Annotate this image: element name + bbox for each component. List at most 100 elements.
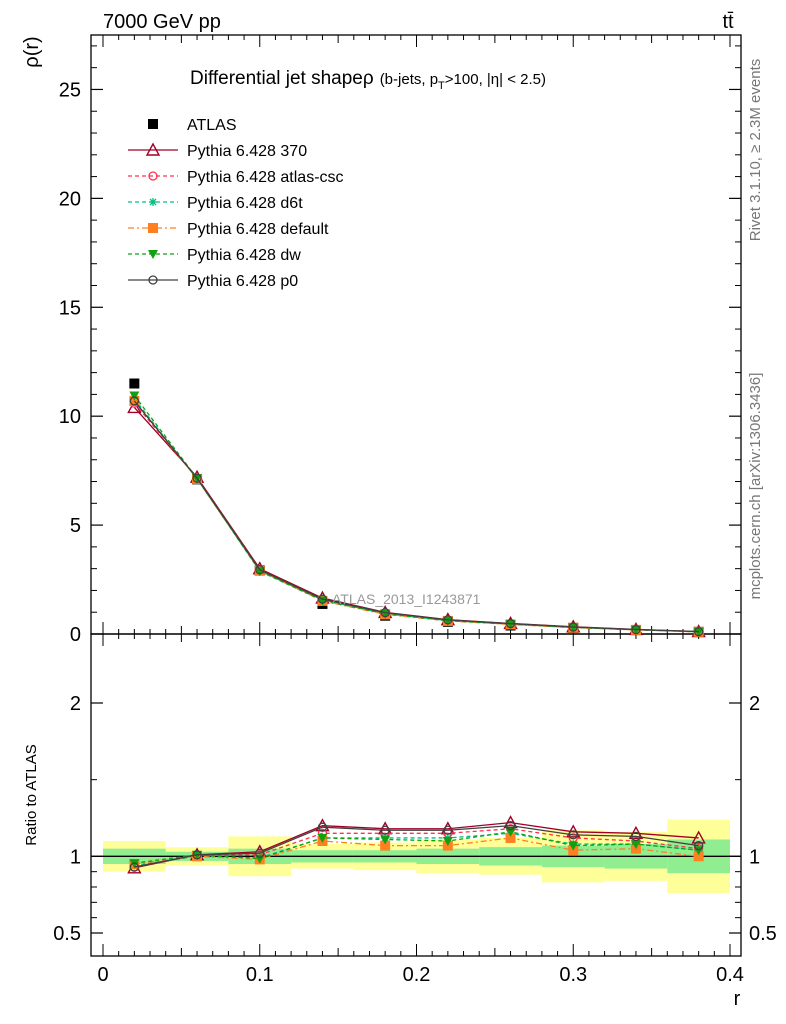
ratio-point-pythia-6-428-370	[691, 830, 706, 844]
chart-subtitle-prefix: (b-jets, p	[380, 71, 438, 88]
legend-marker-pythia-6-428-d6t	[149, 198, 157, 206]
ratio-point-pythia-6-428-p0	[317, 822, 328, 832]
ratio-point-pythia-6-428-dw	[505, 827, 516, 837]
ratio-point-pythia-6-428-p0	[380, 825, 390, 835]
main-point-pythia-6-428-p0	[443, 615, 453, 625]
ratio-line-pythia-6-428-p0	[134, 825, 699, 868]
ratio-line-pythia-6-428-default	[134, 837, 699, 865]
main-point-pythia-6-428-p0	[505, 619, 516, 629]
main-point-pythia-6-428-p0	[255, 565, 265, 575]
x-tick-label: 0.1	[246, 964, 274, 986]
ratio-point-pythia-6-428-dw	[630, 840, 641, 850]
process-label: tt̄	[722, 11, 734, 33]
legend-marker-pythia-6-428-default	[148, 223, 158, 233]
chart-title-text: Differential jet shape	[190, 68, 363, 89]
rivet-version-label: Rivet 3.1.10, ≥ 2.3M events	[747, 59, 764, 242]
x-axis-label: r	[734, 988, 741, 1010]
legend-marker-atlas	[148, 119, 158, 129]
x-tick-label: 0.4	[716, 964, 744, 986]
main-point-pythia-6-428-p0	[631, 624, 641, 635]
legend: ATLAS Pythia 6.428 370 Pythia 6.428 atlas-…	[128, 117, 344, 290]
legend-label-pythia-6-428-d6t: Pythia 6.428 d6t	[187, 195, 303, 212]
ratio-series-pythia-6-428-p0	[129, 821, 704, 872]
y-tick-label-ratio: 1	[70, 846, 81, 868]
y-tick-label-main: 25	[59, 79, 81, 101]
y-axis-label-ratio: Ratio to ATLAS	[23, 744, 40, 845]
main-series-pythia-6-428-p0	[129, 396, 704, 637]
y-tick-label-ratio: 2	[70, 693, 81, 715]
ratio-point-pythia-6-428-dw	[129, 859, 140, 869]
y-tick-label-ratio-right: 1	[749, 846, 760, 868]
mcplots-source-label: mcplots.cern.ch [arXiv:1306.3436]	[747, 373, 764, 600]
ratio-point-pythia-6-428-p0	[255, 848, 265, 858]
main-point-pythia-6-428-dw	[254, 567, 265, 577]
data-series	[127, 378, 706, 874]
ratio-point-pythia-6-428-p0	[129, 862, 140, 872]
ratio-point-pythia-6-428-dw	[380, 835, 391, 845]
ratio-point-pythia-6-428-370	[566, 824, 581, 838]
y-axis-label-main: ρ(r)	[21, 36, 43, 67]
y-tick-label-main: 0	[70, 624, 81, 646]
ratio-point-pythia-6-428-default	[505, 832, 516, 843]
legend-marker-pythia-6-428-dw	[148, 250, 158, 259]
chart-title-symbol: ρ	[363, 68, 374, 89]
y-tick-label-main: 15	[59, 297, 81, 319]
x-tick-label: 0.3	[559, 964, 587, 986]
main-point-pythia-6-428-dw	[129, 391, 140, 401]
y-tick-label-main: 10	[59, 406, 81, 428]
ratio-point-pythia-6-428-p0	[443, 825, 453, 835]
ratio-series-pythia-6-428-dw	[129, 827, 704, 869]
main-point-pythia-6-428-p0	[568, 622, 578, 632]
main-point-pythia-6-428-p0	[129, 396, 140, 406]
main-point-pythia-6-428-dw	[568, 623, 579, 633]
ratio-plot-frame	[90, 633, 742, 957]
legend-label-pythia-6-428-dw: Pythia 6.428 dw	[187, 247, 301, 264]
x-tick-label: 0.2	[403, 964, 431, 986]
y-tick-label-ratio-right: 0.5	[749, 923, 777, 945]
main-point-pythia-6-428-370	[127, 400, 142, 414]
main-point-pythia-6-428-dw	[317, 596, 328, 606]
legend-marker-pythia-6-428-p0	[148, 275, 158, 285]
y-tick-label-ratio: 0.5	[53, 923, 81, 945]
main-point-pythia-6-428-dw	[693, 627, 704, 637]
ratio-point-pythia-6-428-p0	[505, 821, 516, 831]
legend-marker-pythia-6-428-atlas-csc	[148, 171, 158, 181]
chart-subtitle-sub: T	[438, 80, 445, 92]
chart-subtitle-suffix: >100, |η| < 2.5)	[445, 71, 546, 88]
main-point-pythia-6-428-p0	[192, 473, 202, 483]
ratio-point-pythia-6-428-dw	[568, 841, 579, 851]
legend-label-atlas: ATLAS	[187, 117, 237, 134]
chart-title: Differential jet shapeρ (b-jets, pT>100, …	[190, 68, 546, 92]
ratio-point-pythia-6-428-370	[628, 825, 644, 840]
ratio-point-pythia-6-428-p0	[568, 830, 578, 840]
y-tick-label-ratio-right: 2	[749, 693, 760, 715]
ratio-point-pythia-6-428-dw	[317, 833, 328, 843]
main-point-pythia-6-428-dw	[505, 620, 516, 630]
legend-label-pythia-6-428-atlas-csc: Pythia 6.428 atlas-csc	[187, 169, 344, 186]
ratio-point-pythia-6-428-p0	[631, 831, 641, 842]
x-tick-label: 0	[97, 964, 108, 986]
energy-label: 7000 GeV pp	[103, 11, 221, 33]
ratio-point-pythia-6-428-370	[503, 815, 518, 829]
ratio-point-pythia-6-428-dw	[442, 837, 453, 846]
ratio-point-pythia-6-428-p0	[694, 840, 704, 851]
main-point-pythia-6-428-p0	[694, 626, 704, 637]
legend-label-pythia-6-428-default: Pythia 6.428 default	[187, 221, 329, 238]
legend-label-pythia-6-428-p0: Pythia 6.428 p0	[187, 273, 298, 290]
y-tick-label-main: 20	[59, 188, 81, 210]
main-point-pythia-6-428-p0	[317, 594, 328, 604]
ratio-point-pythia-6-428-default	[693, 851, 704, 862]
main-point-atlas	[129, 378, 140, 389]
main-point-pythia-6-428-p0	[380, 608, 390, 618]
main-line-pythia-6-428-p0	[133, 400, 699, 633]
ratio-line-pythia-6-428-370	[134, 821, 699, 869]
ratio-point-pythia-6-428-p0	[192, 850, 202, 860]
main-point-pythia-6-428-dw	[630, 625, 641, 635]
legend-marker-pythia-6-428-370	[145, 142, 161, 156]
y-tick-label-main: 5	[70, 515, 81, 537]
ratio-line-pythia-6-428-dw	[134, 831, 699, 864]
ratio-point-pythia-6-428-default	[380, 840, 391, 851]
legend-label-pythia-6-428-370: Pythia 6.428 370	[187, 143, 307, 160]
analysis-id-label: ATLAS_2013_I1243871	[332, 591, 481, 607]
